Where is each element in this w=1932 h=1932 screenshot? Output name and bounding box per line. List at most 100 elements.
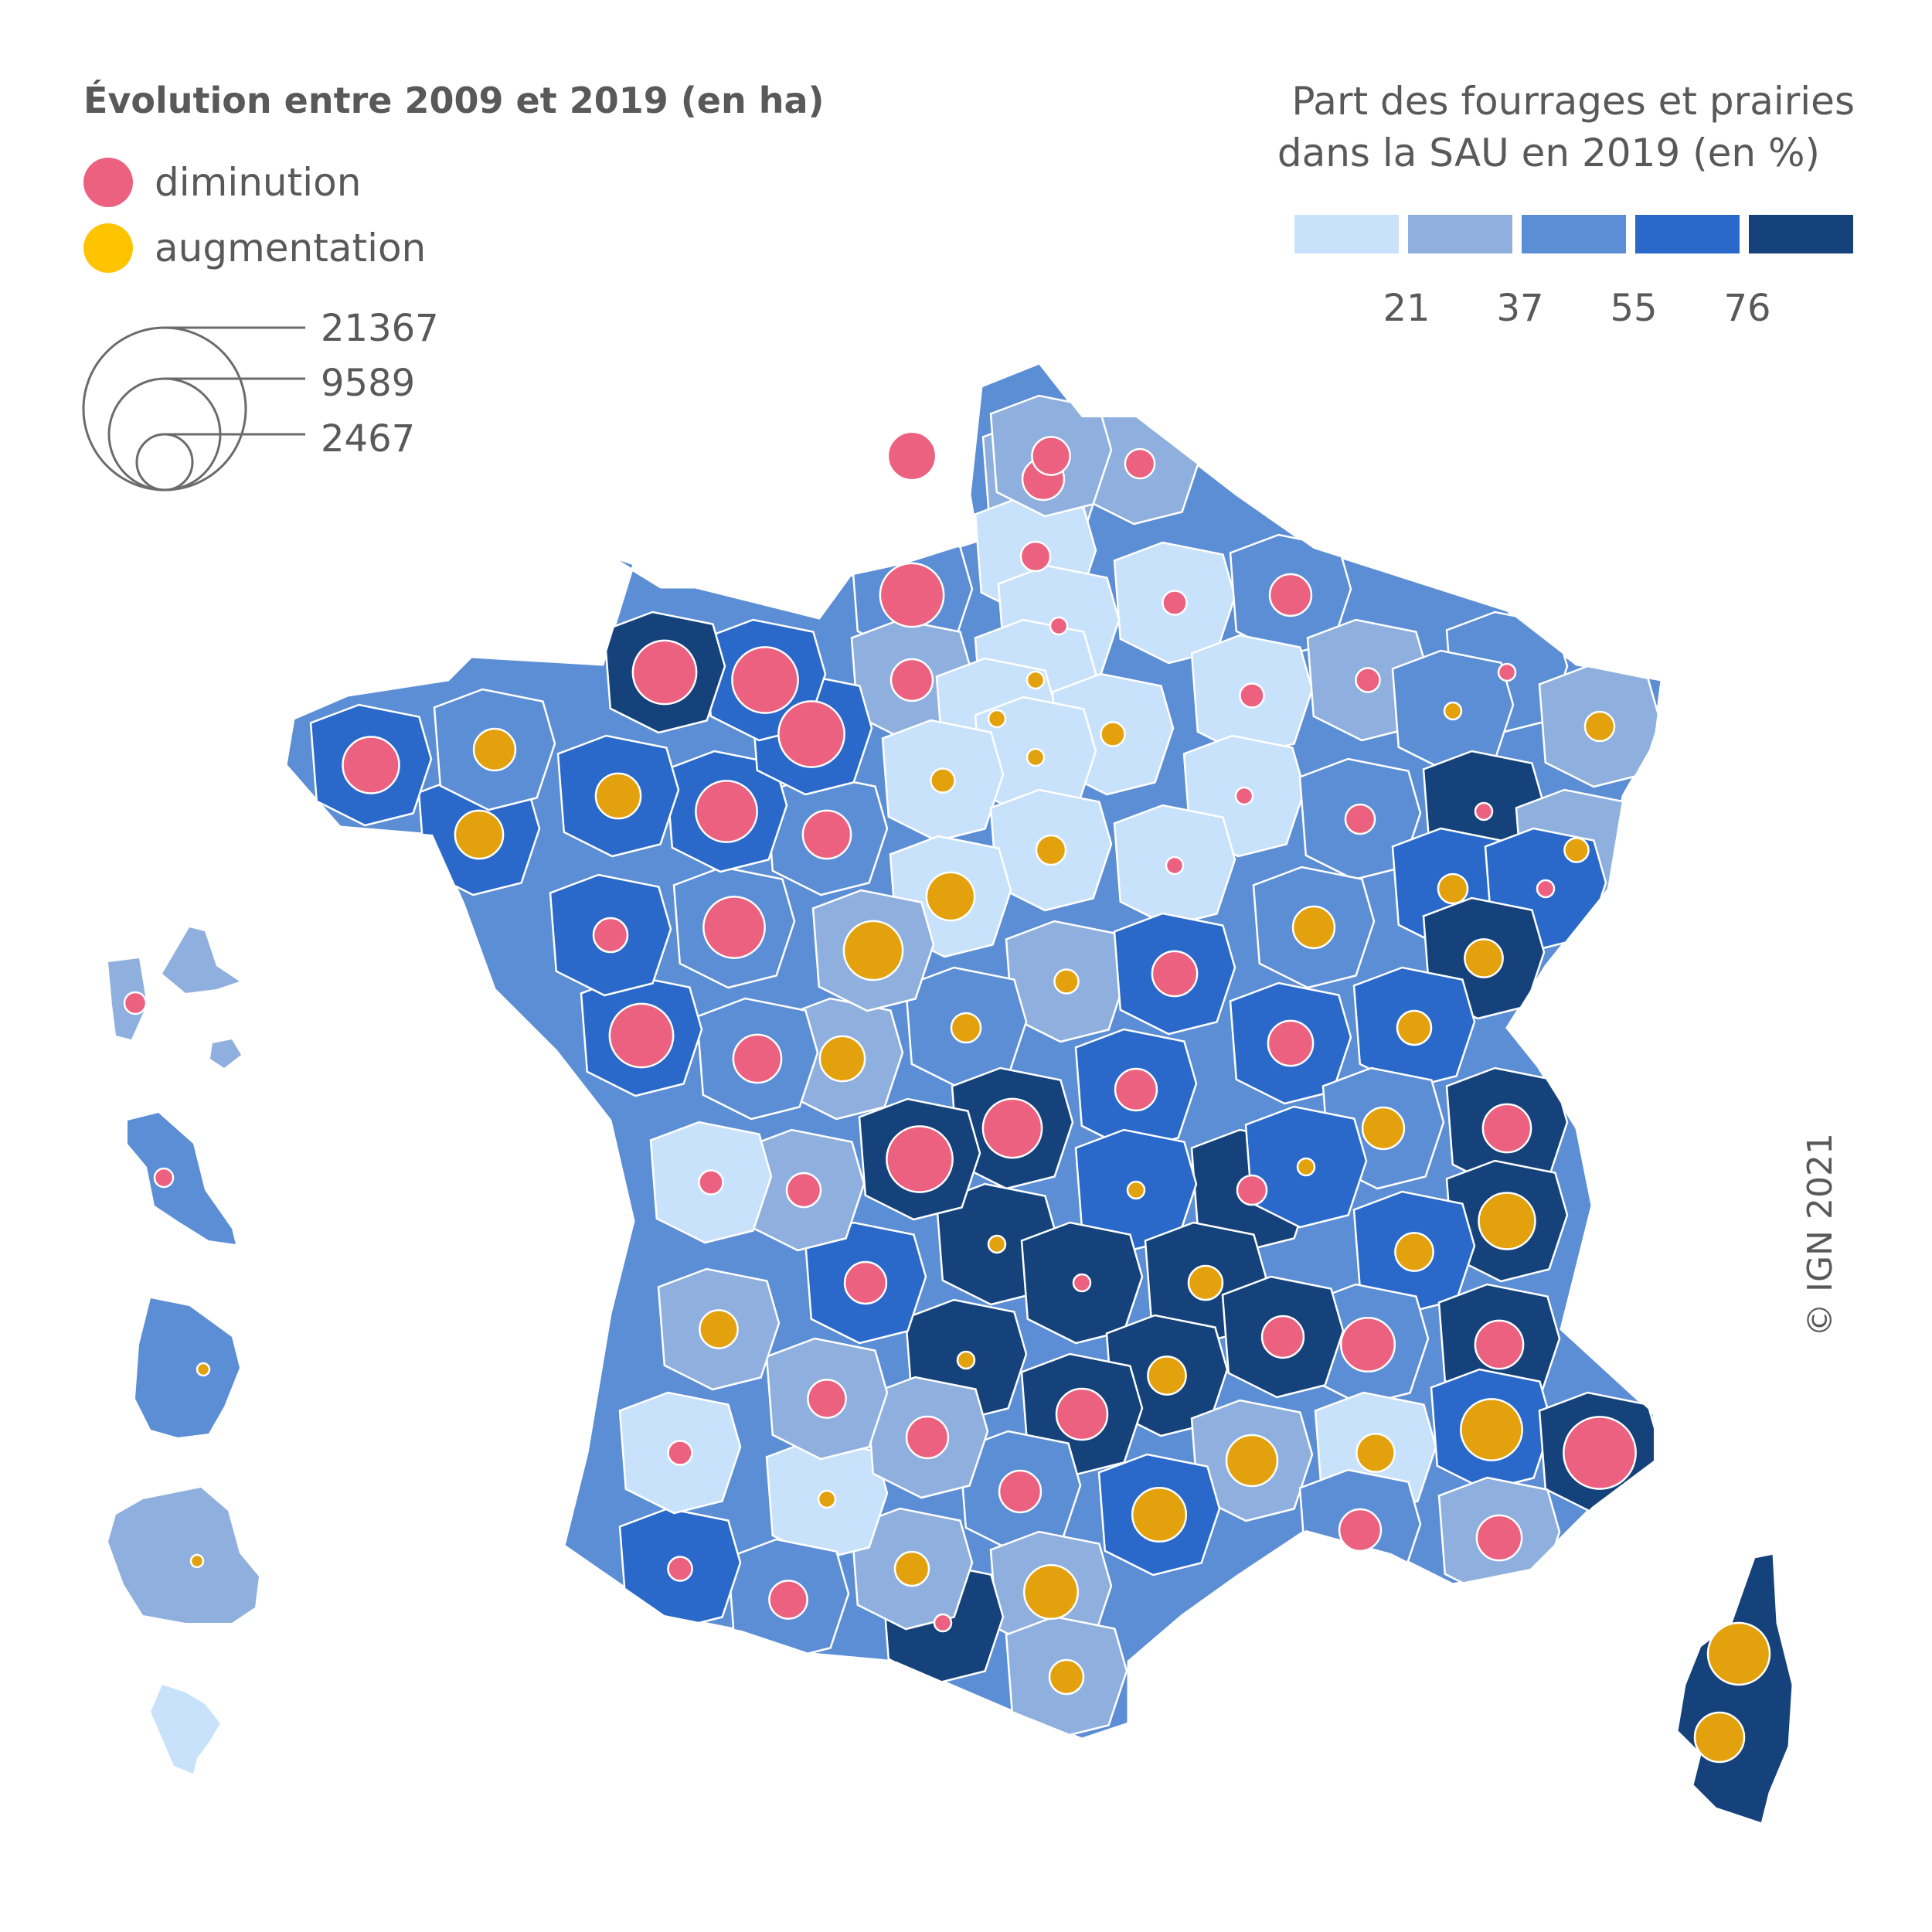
increase-bubble <box>1022 1563 1080 1621</box>
increase-bubble <box>1396 1009 1433 1046</box>
overseas-departments <box>108 927 259 1774</box>
size-legend <box>82 326 305 492</box>
decrease-bubble <box>889 658 934 702</box>
choropleth-swatches <box>1294 215 1853 253</box>
increase-bubble <box>472 727 517 772</box>
increase-bubble <box>1583 710 1616 743</box>
decrease-bubble <box>342 736 400 794</box>
increase-bubble <box>1361 1106 1406 1151</box>
bubble-legend-title: Évolution entre 2009 et 2019 (en ha) <box>83 80 825 121</box>
break-label-4: 76 <box>1723 287 1770 330</box>
reunion-island <box>108 1488 259 1623</box>
break-label-1: 21 <box>1383 287 1430 330</box>
corsica <box>1675 1552 1794 1825</box>
decrease-bubble <box>981 1097 1043 1159</box>
decrease-bubble <box>768 1580 808 1620</box>
map-credit: © IGN 2021 <box>1801 1133 1840 1337</box>
decrease-bubble <box>667 1556 693 1582</box>
choropleth-swatch-1 <box>1294 215 1399 253</box>
choropleth-swatch-4 <box>1635 215 1740 253</box>
decrease-bubble <box>608 1002 675 1069</box>
size-circle-small <box>135 433 194 492</box>
increase-bubble <box>1131 1486 1188 1543</box>
decrease-bubble <box>905 1415 950 1460</box>
size-label-large: 21367 <box>321 307 439 350</box>
decrease-bubble <box>1151 950 1199 998</box>
increase-bubble <box>1478 1192 1536 1250</box>
increase-bubble <box>925 871 976 922</box>
decrease-bubble <box>777 700 845 768</box>
choropleth-title-line2: dans la SAU en 2019 (en %) <box>1277 131 1820 175</box>
size-circle-large <box>82 326 247 492</box>
bubble-legend: Évolution entre 2009 et 2019 (en ha) dim… <box>82 80 825 492</box>
decrease-bubble <box>631 639 698 706</box>
decrease-bubble <box>1344 803 1376 835</box>
choropleth-swatch-3 <box>1522 215 1626 253</box>
decrease-bubble <box>801 809 852 860</box>
increase-bubble <box>818 1035 866 1083</box>
decrease-bubble <box>1072 1273 1092 1293</box>
increase-bubble <box>1437 872 1469 905</box>
decrease-bubble <box>1497 662 1517 682</box>
break-label-3: 55 <box>1610 287 1657 330</box>
increase-bubble <box>1355 1433 1396 1473</box>
increase-bubble <box>1460 1398 1523 1461</box>
increase-bubble <box>1291 905 1336 950</box>
decrease-bubble <box>1481 1103 1532 1154</box>
change-bubbles <box>342 430 1637 1696</box>
decrease-bubble <box>695 780 758 843</box>
increase-bubble <box>1026 670 1046 690</box>
increase-bubble <box>987 709 1007 729</box>
decrease-bubble <box>698 1169 724 1196</box>
increase-bubble <box>817 1489 837 1509</box>
increase-bubble <box>1563 837 1590 863</box>
decrease-bubble <box>1267 1019 1315 1067</box>
corsica-bubble-north <box>1706 1621 1771 1686</box>
increase-bubble <box>893 1550 930 1587</box>
choropleth-legend: Part des fourrages et prairies dans la S… <box>1277 79 1855 330</box>
guadeloupe-island <box>108 927 241 1068</box>
decrease-bubble <box>1114 1067 1158 1112</box>
increase-bubble <box>930 767 956 794</box>
increase-bubble <box>842 920 904 981</box>
decrease-bubble <box>1338 1508 1383 1553</box>
size-label-small: 2467 <box>321 417 415 461</box>
decrease-bubble <box>1268 573 1313 617</box>
reunion-bubble <box>189 1553 205 1569</box>
increase-bubble <box>950 1012 982 1044</box>
decrease-bubble <box>592 917 629 954</box>
increase-bubble <box>454 809 505 860</box>
decrease-bubble <box>1339 1316 1396 1373</box>
decrease-bubble <box>1474 801 1494 821</box>
decrease-bubble <box>886 430 937 481</box>
increase-bubble <box>1147 1355 1187 1396</box>
decrease-bubble <box>933 1613 953 1633</box>
increase-bubble <box>594 772 642 820</box>
decrease-bubble <box>1162 590 1188 616</box>
decrease-bubble <box>1055 1387 1109 1441</box>
decrease-bubble <box>785 1172 822 1209</box>
decrease-bubble <box>731 646 799 714</box>
increase-bubble <box>1100 721 1126 747</box>
decrease-bubble <box>1124 447 1156 480</box>
metropolitan-france <box>284 362 1663 1740</box>
legend-dot-increase <box>83 223 133 273</box>
guyane-territory <box>135 1298 240 1437</box>
increase-bubble <box>1225 1434 1279 1488</box>
decrease-bubble <box>1475 1514 1523 1562</box>
increase-bubble <box>1296 1157 1316 1177</box>
choropleth-swatch-5 <box>1749 215 1853 253</box>
legend-label-increase: augmentation <box>155 226 426 270</box>
increase-bubble <box>1048 1658 1085 1696</box>
increase-bubble <box>699 1309 739 1349</box>
increase-bubble <box>987 1234 1007 1254</box>
decrease-bubble <box>1165 855 1185 876</box>
break-label-2: 37 <box>1496 287 1543 330</box>
legend-label-decrease: diminution <box>155 160 361 205</box>
decrease-bubble <box>1536 879 1556 899</box>
increase-bubble <box>1464 938 1504 978</box>
increase-bubble <box>956 1350 976 1370</box>
legend-dot-decrease <box>83 158 133 207</box>
decrease-bubble <box>702 896 766 959</box>
